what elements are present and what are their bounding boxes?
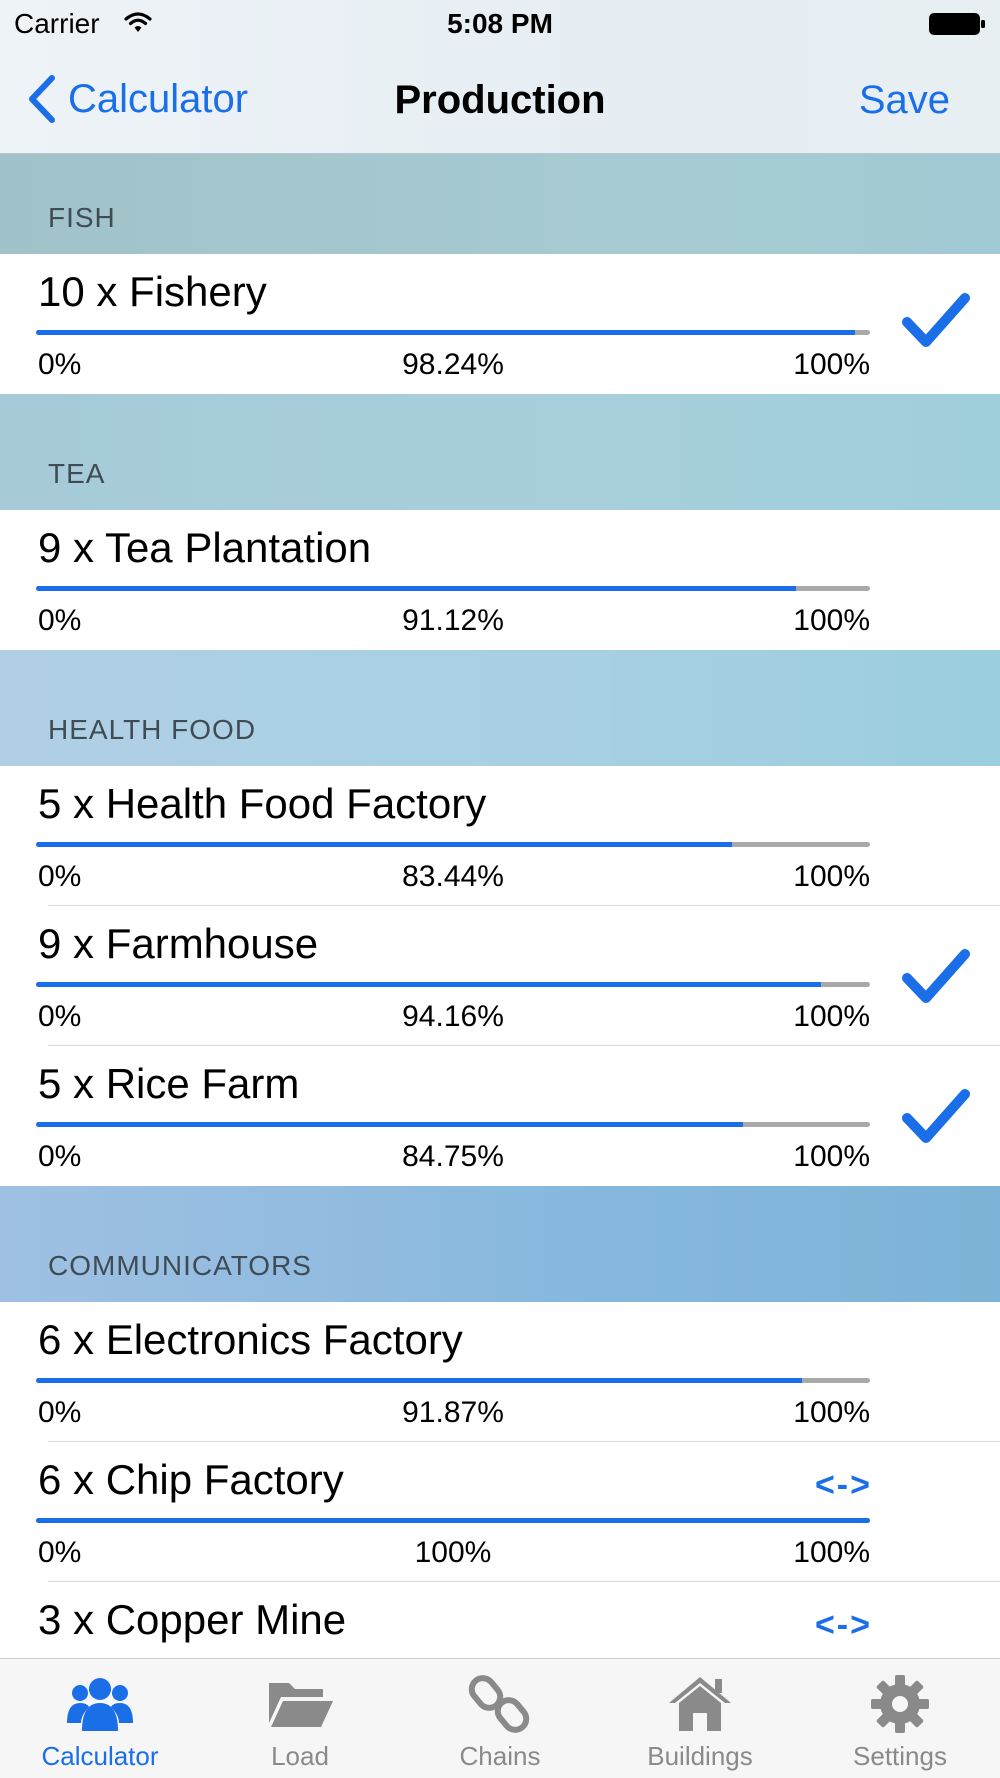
slider-value-label: 94.16% [402,1000,504,1033]
slider-max-label: 100% [793,604,870,637]
slider-value-label: 98.24% [402,348,504,381]
tab-label: Chains [459,1741,541,1771]
list-item[interactable]: 6 x Electronics Factory 0% 91.87% 100% [0,1302,1000,1442]
list-item[interactable]: 9 x Tea Plantation 0% 91.12% 100% [0,510,1000,650]
list-item[interactable]: 5 x Health Food Factory 0% 83.44% 100% [0,766,1000,906]
production-slider[interactable] [36,330,870,335]
status-bar: Carrier 5:08 PM [0,0,1000,50]
production-list[interactable]: FISH 10 x Fishery 0% 98.24% 100% TEA 9 x… [0,154,1000,1658]
slider-max-label: 100% [793,1140,870,1173]
section-title: FISH [48,202,116,233]
slider-fill [36,842,732,847]
section-title: COMMUNICATORS [48,1250,312,1281]
list-item[interactable]: 6 x Chip Factory <-> 0% 100% 100% [0,1442,1000,1582]
slider-value-label: 91.87% [402,1396,504,1429]
section-title: HEALTH FOOD [48,714,257,745]
row-title: 5 x Rice Farm [38,1060,300,1107]
production-slider[interactable] [36,1518,870,1523]
chevron-left-icon [29,75,55,123]
checkmark-icon[interactable] [902,948,970,1006]
row-title: 5 x Health Food Factory [38,780,487,827]
production-slider[interactable] [36,842,870,847]
gear-icon [871,1675,929,1733]
slider-fill [36,1378,803,1383]
section-header-fish: FISH [0,154,1000,254]
slider-min-label: 0% [38,1536,82,1569]
slider-max-label: 100% [793,1396,870,1429]
slider-min-label: 0% [38,1396,82,1429]
tab-bar: Calculator Load Chains Buildings [0,1658,1000,1778]
tab-calculator[interactable]: Calculator [0,1659,200,1778]
production-slider[interactable] [36,1378,870,1383]
people-icon [67,1678,133,1731]
back-button[interactable]: Calculator [24,74,248,124]
slider-value-label: 100% [414,1536,492,1569]
row-title: 6 x Chip Factory [38,1456,344,1503]
slider-fill [36,330,856,335]
list-item[interactable]: 3 x Copper Mine <-> [0,1582,1000,1658]
tab-label: Calculator [41,1741,159,1771]
tab-label: Settings [853,1741,947,1771]
row-title: 3 x Copper Mine [38,1596,347,1643]
section-header-tea: TEA [0,394,1000,510]
list-item[interactable]: 9 x Farmhouse 0% 94.16% 100% [0,906,1000,1046]
slider-value-label: 91.12% [402,604,504,637]
slider-min-label: 0% [38,348,82,381]
slider-fill [36,982,822,987]
navigation-bar: Calculator Production Save [0,56,1000,146]
page-title: Production [394,78,606,122]
tab-chains[interactable]: Chains [400,1659,600,1778]
back-button-label: Calculator [68,76,249,121]
production-slider[interactable] [36,982,870,987]
section-header-health-food: HEALTH FOOD [0,650,1000,766]
checkmark-icon[interactable] [902,292,970,350]
section-title: TEA [48,458,106,489]
tab-label: Load [271,1741,329,1771]
section-header-communicators: COMMUNICATORS [0,1186,1000,1302]
checkmark-icon[interactable] [902,1088,970,1146]
slider-min-label: 0% [38,604,82,637]
slider-fill [36,1518,870,1523]
house-icon [669,1677,731,1731]
row-title: 10 x Fishery [38,268,267,315]
top-bar: Carrier 5:08 PM Calculator Production Sa… [0,0,1000,154]
swap-button[interactable]: <-> [814,1466,872,1504]
battery-icon [929,13,985,35]
swap-button[interactable]: <-> [814,1606,872,1644]
row-title: 9 x Farmhouse [38,920,319,967]
slider-max-label: 100% [793,1536,870,1569]
carrier-label: Carrier [14,8,100,39]
folder-icon [269,1683,333,1727]
slider-max-label: 100% [793,1000,870,1033]
slider-min-label: 0% [38,1000,82,1033]
slider-fill [36,586,796,591]
row-title: 9 x Tea Plantation [38,524,372,571]
slider-max-label: 100% [793,348,870,381]
wifi-icon [124,12,152,32]
tab-label: Buildings [647,1741,753,1771]
tab-buildings[interactable]: Buildings [600,1659,800,1778]
slider-max-label: 100% [793,860,870,893]
chain-icon [468,1675,530,1733]
slider-min-label: 0% [38,1140,82,1173]
save-button[interactable]: Save [858,78,950,122]
slider-min-label: 0% [38,860,82,893]
list-item[interactable]: 10 x Fishery 0% 98.24% 100% [0,254,1000,394]
tab-load[interactable]: Load [200,1659,400,1778]
slider-fill [36,1122,743,1127]
slider-value-label: 84.75% [402,1140,504,1173]
list-item[interactable]: 5 x Rice Farm 0% 84.75% 100% [0,1046,1000,1186]
status-time: 5:08 PM [447,8,553,39]
production-slider[interactable] [36,586,870,591]
slider-value-label: 83.44% [402,860,504,893]
row-title: 6 x Electronics Factory [38,1316,463,1363]
production-slider[interactable] [36,1122,870,1127]
tab-settings[interactable]: Settings [800,1659,1000,1778]
